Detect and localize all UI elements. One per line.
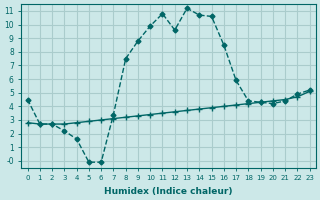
X-axis label: Humidex (Indice chaleur): Humidex (Indice chaleur) [104, 187, 233, 196]
